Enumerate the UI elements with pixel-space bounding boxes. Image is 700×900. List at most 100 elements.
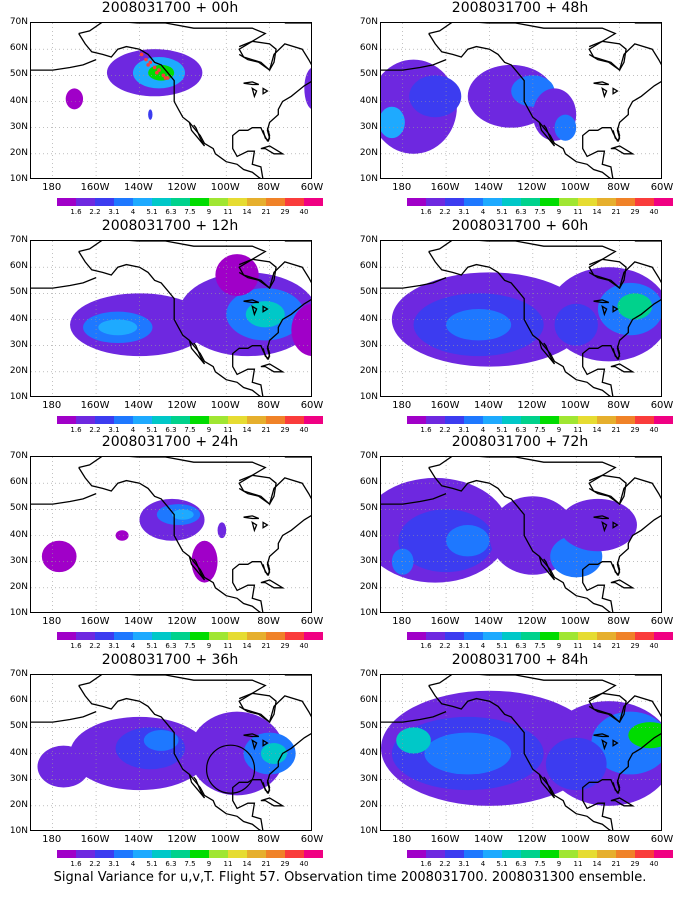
- colorbar-label: 21: [261, 860, 271, 868]
- latitude-label: 70N: [359, 235, 378, 245]
- latitude-label: 40N: [359, 313, 378, 324]
- coastline: [262, 521, 269, 529]
- latitude-label: 10N: [9, 608, 28, 618]
- colorbar-label: 29: [630, 642, 640, 650]
- colorbar-swatch: [540, 632, 559, 640]
- latitude-label: 60N: [359, 477, 378, 488]
- longitude-label: 120W: [517, 616, 547, 627]
- colorbar-label: 2.2: [439, 208, 451, 216]
- latitude-label: 50N: [359, 69, 378, 80]
- latitude-label: 60N: [9, 261, 28, 272]
- colorbar-swatch: [445, 416, 464, 424]
- coastline: [243, 515, 260, 520]
- longitude-label: 80W: [607, 616, 630, 627]
- colorbar-label: 5.1: [146, 860, 158, 868]
- coastline: [612, 779, 621, 795]
- colorbar-swatch: [426, 850, 445, 858]
- colorbar-swatch: [445, 198, 464, 206]
- colorbar-swatch: [654, 416, 673, 424]
- colorbar-label: 2.2: [89, 426, 101, 434]
- latitude-label: 30N: [359, 339, 378, 350]
- longitude-label: 120W: [167, 182, 197, 193]
- colorbar-label: 40: [299, 208, 309, 216]
- colorbar-label: 21: [611, 426, 621, 434]
- colorbar-swatch: [304, 198, 323, 206]
- colorbar-swatch: [285, 416, 304, 424]
- colorbar-label: 6.3: [515, 642, 527, 650]
- latitude-label: 10N: [9, 174, 28, 184]
- latitude-label: 30N: [359, 121, 378, 132]
- colorbar-label: 9: [556, 860, 562, 868]
- colorbar-swatch: [304, 416, 323, 424]
- colorbar: [407, 632, 673, 640]
- panel-title: 2008031700 + 36h: [101, 652, 239, 668]
- coastline: [612, 127, 621, 143]
- coastline: [601, 87, 608, 99]
- colorbar-swatch: [559, 198, 578, 206]
- longitude-label: 120W: [167, 616, 197, 627]
- colorbar: [407, 850, 673, 858]
- latitude-label: 20N: [9, 799, 28, 810]
- colorbar-swatch: [171, 198, 190, 206]
- latitude-label: 60N: [359, 695, 378, 706]
- colorbar-swatch: [266, 416, 285, 424]
- colorbar-swatch: [578, 850, 597, 858]
- latitude-label: 50N: [9, 69, 28, 80]
- coastline: [78, 467, 262, 612]
- map-panel: 2008031700 + 36h 70N 60N 50N 40N 30N 20N 10N 180…: [0, 652, 340, 870]
- colorbar-swatch: [228, 850, 247, 858]
- colorbar-label: 40: [299, 642, 309, 650]
- colorbar-swatch: [426, 416, 445, 424]
- coastline: [612, 521, 619, 529]
- variance-contour: [446, 525, 490, 557]
- variance-contour: [172, 509, 194, 520]
- coastline: [634, 675, 661, 676]
- longitude-label: 160W: [80, 400, 110, 411]
- colorbar-label: 40: [649, 642, 659, 650]
- colorbar-label: 9: [206, 208, 212, 216]
- coastline: [31, 276, 97, 289]
- coastline: [610, 145, 635, 155]
- variance-contour: [98, 319, 138, 336]
- colorbar-swatch: [597, 416, 616, 424]
- colorbar-label: 29: [280, 208, 290, 216]
- colorbar-swatch: [190, 850, 209, 858]
- colorbar-label: 7.5: [184, 426, 196, 434]
- longitude-label: 80W: [257, 616, 280, 627]
- longitude-label: 140W: [473, 834, 503, 845]
- longitude-label: 80W: [607, 834, 630, 845]
- colorbar-swatch: [464, 198, 483, 206]
- colorbar-swatch: [114, 198, 133, 206]
- colorbar-swatch: [114, 850, 133, 858]
- coastline: [601, 305, 608, 317]
- latitude-label: 10N: [359, 174, 378, 184]
- colorbar-swatch: [464, 632, 483, 640]
- coastline: [538, 774, 556, 799]
- colorbar-swatch: [209, 632, 228, 640]
- latitude-label: 40N: [9, 95, 28, 106]
- colorbar-swatch: [521, 198, 540, 206]
- coastline: [284, 241, 311, 242]
- colorbar-swatch: [304, 632, 323, 640]
- colorbar-swatch: [483, 632, 502, 640]
- colorbar-label: 4: [480, 426, 486, 434]
- longitude-label: 160W: [430, 616, 460, 627]
- latitude-label: 50N: [359, 721, 378, 732]
- longitude-label: 180: [392, 182, 412, 193]
- colorbar-swatch: [635, 632, 654, 640]
- colorbar-label: 7.5: [534, 642, 546, 650]
- variance-contour: [291, 303, 311, 357]
- colorbar-label: 6.3: [165, 642, 177, 650]
- colorbar-label: 11: [223, 860, 233, 868]
- colorbar: [57, 416, 323, 424]
- colorbar-swatch: [152, 198, 171, 206]
- coastline: [262, 345, 271, 361]
- colorbar-swatch: [540, 416, 559, 424]
- colorbar-label: 40: [649, 208, 659, 216]
- coastline: [78, 241, 311, 396]
- coastline: [601, 521, 608, 533]
- longitude-label: 120W: [167, 834, 197, 845]
- colorbar-swatch: [190, 416, 209, 424]
- latitude-label: 50N: [9, 721, 28, 732]
- longitude-label: 100W: [560, 400, 590, 411]
